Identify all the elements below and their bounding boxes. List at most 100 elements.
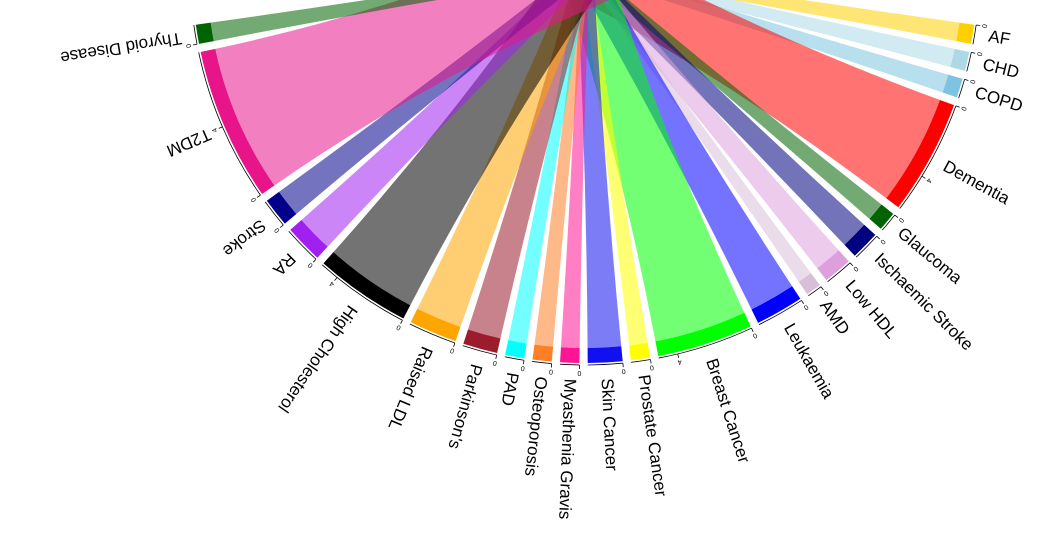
tick-mark — [921, 175, 926, 179]
sector — [629, 342, 651, 361]
tick-label: 0 — [549, 368, 554, 375]
sector — [956, 22, 975, 44]
tick-mark — [650, 359, 652, 364]
sector — [817, 250, 849, 281]
tick-axis — [808, 286, 822, 297]
tick-label: 0 — [492, 359, 497, 367]
tick-mark — [334, 277, 338, 281]
tick-label: 0 — [980, 24, 987, 29]
sector-label: Skin Cancer — [598, 378, 622, 472]
tick-mark — [976, 24, 981, 26]
tick-label: 0 — [649, 363, 654, 371]
tick-label: 0 — [751, 331, 758, 339]
tick-mark — [313, 258, 317, 263]
tick-label: 4 — [328, 279, 336, 287]
chord — [584, 0, 648, 346]
tick-axis — [658, 327, 752, 359]
tick-axis — [827, 262, 851, 283]
sector-label: Low HDL — [842, 276, 902, 342]
sector-label: Thyroid Disease — [59, 29, 183, 68]
tick-label: 0 — [959, 105, 967, 111]
sector — [505, 340, 527, 359]
sector-label: AF — [987, 27, 1012, 49]
tick-axis — [288, 230, 317, 260]
tick-mark — [522, 360, 525, 365]
tick-axis — [193, 24, 198, 45]
chord — [468, 0, 586, 339]
tick-label: 0 — [975, 51, 983, 56]
tick-mark — [849, 262, 854, 267]
sector-label: Leukaemia — [780, 320, 838, 402]
chord — [301, 0, 568, 247]
tick-axis — [958, 79, 965, 99]
tick-label: 0 — [273, 226, 281, 234]
tick-label: 0 — [802, 303, 809, 311]
tick-mark — [876, 235, 880, 240]
tick-mark — [218, 126, 223, 129]
tick-axis — [587, 362, 623, 366]
sector — [290, 219, 328, 258]
tick-mark — [894, 214, 899, 218]
ribbons — [210, 0, 960, 348]
sector-label: Dementia — [940, 157, 1013, 209]
tick-mark — [677, 353, 680, 358]
tick-label: 0 — [250, 196, 258, 203]
sector-label: PAD — [497, 371, 522, 408]
tick-axis — [321, 264, 403, 321]
sector — [950, 48, 970, 71]
tick-label: 4 — [677, 358, 683, 366]
sector — [886, 100, 955, 208]
sector-label: RA — [269, 249, 300, 280]
tick-label: 0 — [186, 43, 194, 48]
tick-axis — [966, 52, 972, 72]
tick-label: 0 — [878, 238, 886, 246]
sector — [560, 347, 580, 363]
sector — [323, 252, 411, 319]
sector — [844, 224, 876, 256]
tick-mark — [820, 286, 824, 291]
tick-axis — [881, 214, 896, 231]
chord — [570, 0, 745, 342]
sector-label: Osteoporosis — [521, 376, 551, 478]
sector — [869, 204, 894, 229]
tick-axis — [504, 356, 525, 361]
chord — [600, 0, 839, 269]
chord — [508, 0, 585, 344]
tick-mark — [971, 51, 976, 54]
sector — [410, 308, 461, 342]
tick-axis — [532, 361, 552, 364]
sector-label: AMD — [816, 297, 853, 339]
sector — [200, 48, 275, 194]
chord — [688, 0, 955, 68]
sector-label: Raised LDL — [384, 344, 436, 433]
tick-mark — [801, 300, 804, 304]
sector — [587, 346, 623, 363]
tick-label: 0 — [621, 367, 626, 374]
sector — [942, 74, 963, 98]
sector — [751, 286, 801, 323]
chord — [534, 0, 587, 347]
sector — [532, 344, 554, 362]
sector-label: T2DM — [164, 125, 214, 161]
tick-mark — [751, 328, 754, 332]
tick-mark — [453, 342, 456, 347]
sector-label: Prostate Cancer — [634, 373, 670, 498]
tick-mark — [495, 354, 498, 359]
chord — [732, 0, 960, 42]
tick-mark — [400, 320, 403, 325]
tick-label: 0 — [520, 364, 525, 372]
tick-mark — [955, 105, 960, 108]
sector-label: CHD — [981, 55, 1021, 82]
sector-label: Myasthenia Gravis — [555, 378, 579, 519]
tick-label: 0 — [897, 216, 905, 223]
tick-label: 0 — [449, 346, 455, 354]
tick-axis — [631, 359, 651, 363]
tick-label: 0 — [968, 79, 976, 85]
sector — [463, 329, 501, 354]
sector-label: Parkinson's — [444, 362, 486, 451]
sector — [655, 312, 751, 357]
tick-label: 0 — [395, 323, 402, 331]
tick-axis — [559, 363, 580, 366]
tick-label: 0 — [822, 289, 829, 297]
sector-label: COPD — [973, 83, 1026, 116]
